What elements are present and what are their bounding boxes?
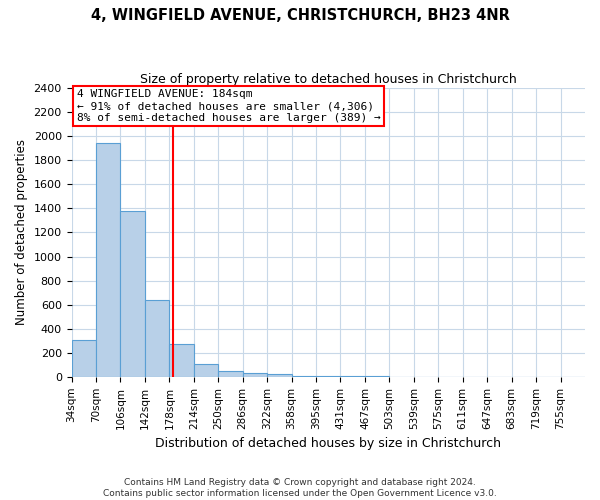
Bar (145, 300, 169, 377)
Y-axis label: Number of detached properties: Number of detached properties (15, 140, 28, 326)
Bar (267, 374, 292, 377)
Bar (169, 344, 194, 377)
Text: 4, WINGFIELD AVENUE, CHRISTCHURCH, BH23 4NR: 4, WINGFIELD AVENUE, CHRISTCHURCH, BH23 … (91, 8, 509, 22)
Bar (292, 376, 316, 377)
Bar (194, 364, 218, 377)
Text: 4 WINGFIELD AVENUE: 184sqm
← 91% of detached houses are smaller (4,306)
8% of se: 4 WINGFIELD AVENUE: 184sqm ← 91% of deta… (77, 90, 380, 122)
Bar (316, 376, 340, 377)
Title: Size of property relative to detached houses in Christchurch: Size of property relative to detached ho… (140, 72, 517, 86)
Bar (242, 373, 267, 377)
Bar (218, 371, 242, 377)
X-axis label: Distribution of detached houses by size in Christchurch: Distribution of detached houses by size … (155, 437, 501, 450)
Text: Contains HM Land Registry data © Crown copyright and database right 2024.
Contai: Contains HM Land Registry data © Crown c… (103, 478, 497, 498)
Bar (71, 340, 96, 377)
Bar (96, 144, 121, 377)
Bar (340, 376, 365, 377)
Bar (121, 211, 145, 377)
